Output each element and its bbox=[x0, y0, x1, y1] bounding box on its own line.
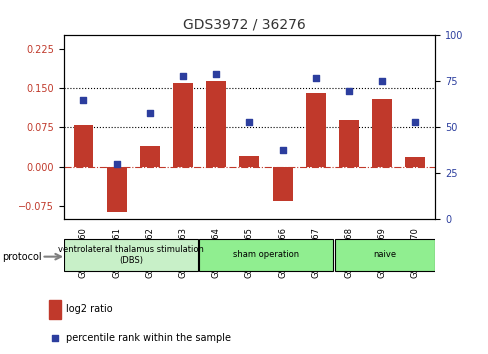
FancyBboxPatch shape bbox=[64, 239, 198, 271]
Point bbox=[179, 73, 186, 79]
Text: sham operation: sham operation bbox=[233, 250, 299, 259]
FancyBboxPatch shape bbox=[334, 239, 434, 271]
Point bbox=[212, 71, 220, 77]
Text: naive: naive bbox=[372, 250, 395, 259]
FancyBboxPatch shape bbox=[199, 239, 332, 271]
Text: GDS3972 / 36276: GDS3972 / 36276 bbox=[183, 18, 305, 32]
Point bbox=[113, 161, 121, 167]
Point bbox=[145, 110, 153, 115]
Point bbox=[345, 88, 352, 93]
Bar bbox=[305, 93, 325, 167]
Bar bbox=[173, 83, 193, 167]
Bar bbox=[73, 125, 93, 167]
Text: protocol: protocol bbox=[2, 252, 42, 262]
Bar bbox=[206, 81, 225, 167]
Bar bbox=[338, 120, 358, 167]
Bar bbox=[371, 98, 391, 167]
Bar bbox=[405, 158, 425, 167]
Bar bbox=[106, 167, 126, 212]
Bar bbox=[239, 156, 259, 167]
Point bbox=[278, 147, 286, 152]
Text: percentile rank within the sample: percentile rank within the sample bbox=[66, 333, 230, 343]
Point bbox=[410, 119, 418, 125]
Point bbox=[377, 79, 385, 84]
Bar bbox=[272, 167, 292, 201]
Text: log2 ratio: log2 ratio bbox=[66, 304, 112, 314]
Text: ventrolateral thalamus stimulation
(DBS): ventrolateral thalamus stimulation (DBS) bbox=[58, 245, 203, 264]
Point bbox=[80, 97, 87, 103]
Point bbox=[245, 119, 253, 125]
Point bbox=[311, 75, 319, 81]
Bar bbox=[140, 146, 160, 167]
Bar bbox=[49, 300, 61, 319]
